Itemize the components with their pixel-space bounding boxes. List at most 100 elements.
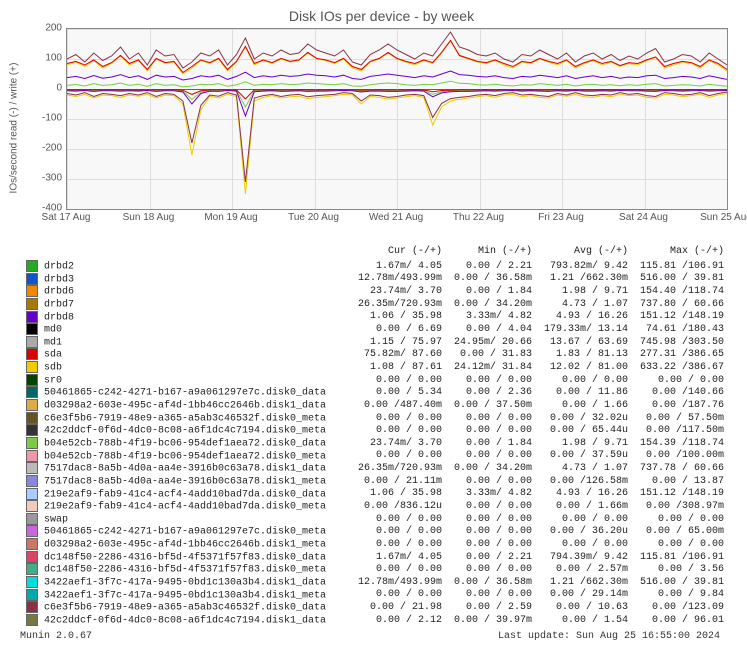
legend-max: 115.81 /106.91 [634,551,730,564]
legend-min: 0.00 / 0.00 [448,374,538,387]
y-tick: 100 [26,53,62,64]
legend-avg: 0.00 / 29.14m [538,589,634,602]
legend-min: 0.00 / 0.00 [448,538,538,551]
legend-name: drbd3 [44,274,74,285]
x-tick: Mon 19 Aug [204,212,257,223]
legend-row: 3422aef1-3f7c-417a-9495-0bd1c130a3b4.dis… [20,576,730,589]
legend-name: c6e3f5b6-7919-48e9-a365-a5ab3c46532f.dis… [44,413,326,424]
legend-avg: 0.00 / 11.86 [538,386,634,399]
legend-max: 0.00 / 0.00 [634,374,730,387]
legend-min: 24.12m/ 31.84 [448,361,538,374]
legend-row: 3422aef1-3f7c-417a-9495-0bd1c130a3b4.dis… [20,589,730,602]
legend-name: drbd7 [44,300,74,311]
legend-name: 50461865-c242-4271-b167-a9a061297e7c.dis… [44,527,326,538]
legend-row: 7517dac8-8a5b-4d0a-aa4e-3916b0c63a78.dis… [20,475,730,488]
x-tick: Sun 25 Aug [700,212,747,223]
legend-name: 7517dac8-8a5b-4d0a-aa4e-3916b0c63a78.dis… [44,464,326,475]
legend-max: 0.00 / 3.56 [634,563,730,576]
y-tick: -100 [26,113,62,124]
legend-min: 0.00 / 0.00 [448,500,538,513]
x-tick: Sat 17 Aug [42,212,91,223]
legend-name: 3422aef1-3f7c-417a-9495-0bd1c130a3b4.dis… [44,590,326,601]
legend-row: 7517dac8-8a5b-4d0a-aa4e-3916b0c63a78.dis… [20,462,730,475]
legend-avg: 0.00 / 0.00 [538,538,634,551]
legend-row: 42c2ddcf-0f6d-4dc0-8c08-a6f1dc4c7194.dis… [20,614,730,627]
legend-swatch [26,525,38,537]
legend-swatch [26,475,38,487]
legend-min: 0.00 / 4.04 [448,323,538,336]
legend-swatch [26,601,38,613]
legend-row: b04e52cb-788b-4f19-bc06-954def1aea72.dis… [20,437,730,450]
legend-max: 0.00 / 9.84 [634,589,730,602]
legend-name: md0 [44,325,62,336]
legend-row: drbd623.74m/ 3.700.00 / 1.841.98 / 9.711… [20,285,730,298]
legend-swatch [26,386,38,398]
legend-row: c6e3f5b6-7919-48e9-a365-a5ab3c46532f.dis… [20,412,730,425]
legend-swatch [26,437,38,449]
footer-generator: Munin 2.0.67 [20,631,92,642]
legend-cur: 1.15 / 75.97 [352,336,448,349]
legend-row: 42c2ddcf-0f6d-4dc0-8c08-a6f1dc4c7194.dis… [20,424,730,437]
legend-min: 0.00 / 0.00 [448,525,538,538]
legend-avg: 793.82m/ 9.42 [538,260,634,273]
legend-max: 74.61 /180.43 [634,323,730,336]
legend-cur: 1.06 / 35.98 [352,488,448,501]
legend-cur: 12.78m/493.99m [352,273,448,286]
legend-avg: 0.00 /126.58m [538,475,634,488]
legend-max: 0.00 / 13.87 [634,475,730,488]
legend-max: 154.40 /118.74 [634,285,730,298]
legend-cur: 0.00 / 0.00 [352,374,448,387]
legend-min: 0.00 / 0.00 [448,475,538,488]
legend-cur: 75.82m/ 87.60 [352,348,448,361]
legend-row: drbd726.35m/720.93m0.00 / 34.20m4.73 / 1… [20,298,730,311]
legend-max: 154.39 /118.74 [634,437,730,450]
legend-avg: 1.98 / 9.71 [538,437,634,450]
legend-swatch [26,513,38,525]
legend-name: 42c2ddcf-0f6d-4dc0-8c08-a6f1dc4c7194.dis… [44,616,326,627]
legend-swatch [26,399,38,411]
legend-min: 0.00 / 1.84 [448,437,538,450]
legend-cur: 1.67m/ 4.05 [352,260,448,273]
legend-name: md1 [44,337,62,348]
legend-max: 151.12 /148.19 [634,488,730,501]
legend-cur: 0.00 / 5.34 [352,386,448,399]
legend-max: 516.00 / 39.81 [634,576,730,589]
legend-row: d03298a2-603e-495c-af4d-1bb46cc2646b.dis… [20,399,730,412]
legend-min: 0.00 / 31.83 [448,348,538,361]
legend-avg: 0.00 / 36.20u [538,525,634,538]
legend-max: 745.98 /303.50 [634,336,730,349]
col-avg: Avg (-/+) [538,246,634,260]
legend-name: sr0 [44,375,62,386]
legend-max: 151.12 /148.19 [634,311,730,324]
legend-avg: 0.00 / 0.00 [538,374,634,387]
legend-row: 50461865-c242-4271-b167-a9a061297e7c.dis… [20,386,730,399]
legend-min: 0.00 / 0.00 [448,513,538,526]
legend-cur: 0.00 / 0.00 [352,525,448,538]
legend-max: 0.00 / 65.00m [634,525,730,538]
col-min: Min (-/+) [448,246,538,260]
legend-cur: 0.00 /836.12u [352,500,448,513]
plot-area [66,28,728,210]
legend-min: 0.00 / 2.59 [448,601,538,614]
y-tick: 200 [26,23,62,34]
legend-name: dc148f50-2286-4316-bf5d-4f5371f57f83.dis… [44,565,326,576]
legend-swatch [26,285,38,297]
legend-avg: 4.73 / 1.07 [538,298,634,311]
footer-last-update: Last update: Sun Aug 25 16:55:00 2024 [498,631,720,642]
legend-row: b04e52cb-788b-4f19-bc06-954def1aea72.dis… [20,450,730,463]
legend-avg: 4.93 / 16.26 [538,488,634,501]
legend-row: d03298a2-603e-495c-af4d-1bb46cc2646b.dis… [20,538,730,551]
legend-name: 42c2ddcf-0f6d-4dc0-8c08-a6f1dc4c7194.dis… [44,426,326,437]
legend-cur: 0.00 / 21.11m [352,475,448,488]
legend-cur: 0.00 / 0.00 [352,412,448,425]
legend-avg: 1.83 / 81.13 [538,348,634,361]
legend-swatch [26,589,38,601]
legend-row: sdb1.08 / 87.6124.12m/ 31.8412.02 / 81.0… [20,361,730,374]
legend-min: 3.33m/ 4.82 [448,488,538,501]
legend-min: 0.00 / 0.00 [448,450,538,463]
legend-name: drbd8 [44,312,74,323]
legend-swatch [26,576,38,588]
legend-cur: 1.08 / 87.61 [352,361,448,374]
legend-max: 633.22 /386.67 [634,361,730,374]
legend-table: Cur (-/+) Min (-/+) Avg (-/+) Max (-/+) … [20,246,730,627]
